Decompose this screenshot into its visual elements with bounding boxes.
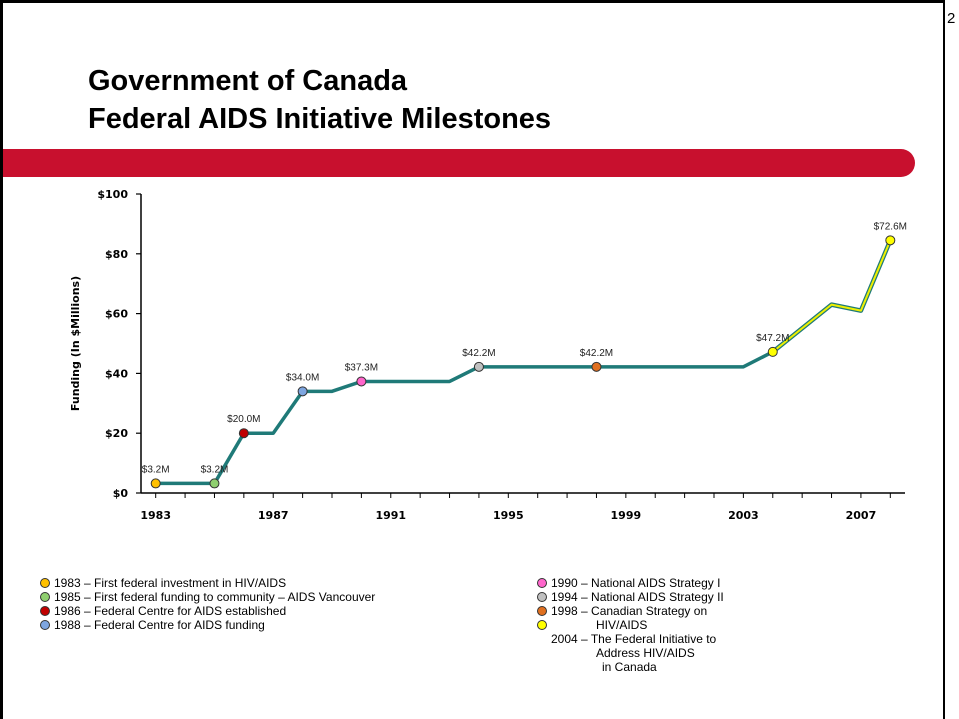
legend-item: 1994 – National AIDS Strategy II (535, 590, 724, 604)
x-tick-label: 2003 (728, 509, 759, 522)
legend-item: 1990 – National AIDS Strategy I (535, 576, 724, 590)
legend-item: 1983 – First federal investment in HIV/A… (38, 576, 375, 590)
milestone-marker (473, 361, 484, 372)
y-tick-label: $0 (113, 487, 129, 500)
x-tick-label: 1987 (258, 509, 289, 522)
milestone-label: $42.2M (580, 348, 613, 359)
funding-chart: $0 $20 $40 $60 $80 $100 1983 1987 1991 1995 1999 20… (69, 188, 907, 522)
frame-left-border (0, 0, 3, 719)
legend-dot-icon (537, 620, 547, 630)
legend-left: 1983 – First federal investment in HIV/A… (38, 576, 375, 632)
legend-text: 2004 – The Federal Initiative to (551, 632, 717, 646)
milestone-marker (209, 478, 220, 489)
y-tick-label: $20 (105, 427, 128, 440)
legend-text: Address HIV/AIDS (596, 646, 695, 660)
milestone-marker (885, 235, 896, 246)
milestone-label: $3.2M (201, 464, 229, 475)
slide-title: Government of Canada Federal AIDS Initia… (88, 62, 551, 138)
x-tick-label: 1991 (375, 509, 406, 522)
legend-item: 1998 – Canadian Strategy on (535, 604, 724, 618)
title-accent-band (3, 149, 915, 177)
frame-right-border (943, 0, 945, 719)
page-number: 2 (947, 10, 956, 27)
legend-dot-icon (537, 578, 547, 588)
legend-text: 1990 – National AIDS Strategy I (551, 576, 721, 590)
legend-dot-icon (537, 606, 547, 616)
legend-text: in Canada (602, 660, 657, 674)
x-tick-label: 1983 (140, 509, 171, 522)
legend-text: 1998 – Canadian Strategy on (551, 604, 708, 618)
title-line-2: Federal AIDS Initiative Milestones (88, 103, 552, 135)
legend-item: Address HIV/AIDS (535, 646, 724, 660)
legend-item: 2004 – The Federal Initiative to (535, 632, 724, 646)
milestone-label: $20.0M (227, 414, 260, 425)
y-axis-label: Funding (In $Millions) (69, 276, 82, 411)
milestone-label: $42.2M (462, 348, 495, 359)
legend-dot-icon (40, 578, 50, 588)
milestone-marker (297, 386, 308, 397)
x-tick-label: 1999 (611, 509, 642, 522)
legend-text: 1985 – First federal funding to communit… (54, 590, 376, 604)
legend-item: HIV/AIDS (535, 618, 724, 632)
milestone-marker (591, 361, 602, 372)
funding-line-recent (772, 239, 892, 353)
legend-dot-icon (40, 592, 50, 602)
legend-text: 1988 – Federal Centre for AIDS funding (54, 618, 265, 632)
legend-text: 1994 – National AIDS Strategy II (551, 590, 724, 604)
legend-dot-icon (40, 620, 50, 630)
legend-item: 1986 – Federal Centre for AIDS establish… (38, 604, 375, 618)
milestone-label: $72.6M (874, 221, 907, 232)
title-line-1: Government of Canada (88, 65, 408, 97)
legend-right: 1990 – National AIDS Strategy I 1994 – Na… (535, 576, 724, 674)
legend-item: 1988 – Federal Centre for AIDS funding (38, 618, 375, 632)
funding-line (155, 350, 774, 486)
milestone-label: $34.0M (286, 372, 319, 383)
milestone-marker (356, 376, 367, 387)
milestone-marker (150, 478, 161, 489)
legend-text: HIV/AIDS (596, 618, 648, 632)
milestone-marker (238, 428, 249, 439)
y-tick-label: $100 (97, 188, 128, 201)
x-tick-label: 2007 (846, 509, 877, 522)
milestone-label: $3.2M (142, 464, 170, 475)
legend-dot-icon (40, 606, 50, 616)
legend-dot-icon (537, 592, 547, 602)
y-tick-label: $80 (105, 248, 128, 261)
legend-item: in Canada (535, 660, 724, 674)
frame-top-border (0, 0, 943, 3)
funding-line-recent-outline (771, 239, 893, 354)
milestone-label: $37.3M (345, 362, 378, 373)
milestone-label: $47.2M (756, 333, 789, 344)
milestone-marker (767, 346, 778, 357)
legend-text: 1983 – First federal investment in HIV/A… (54, 576, 287, 590)
y-tick-label: $40 (105, 367, 128, 380)
x-tick-label: 1995 (493, 509, 524, 522)
y-tick-label: $60 (105, 308, 128, 321)
legend-text: 1986 – Federal Centre for AIDS establish… (54, 604, 287, 618)
legend-item: 1985 – First federal funding to communit… (38, 590, 375, 604)
